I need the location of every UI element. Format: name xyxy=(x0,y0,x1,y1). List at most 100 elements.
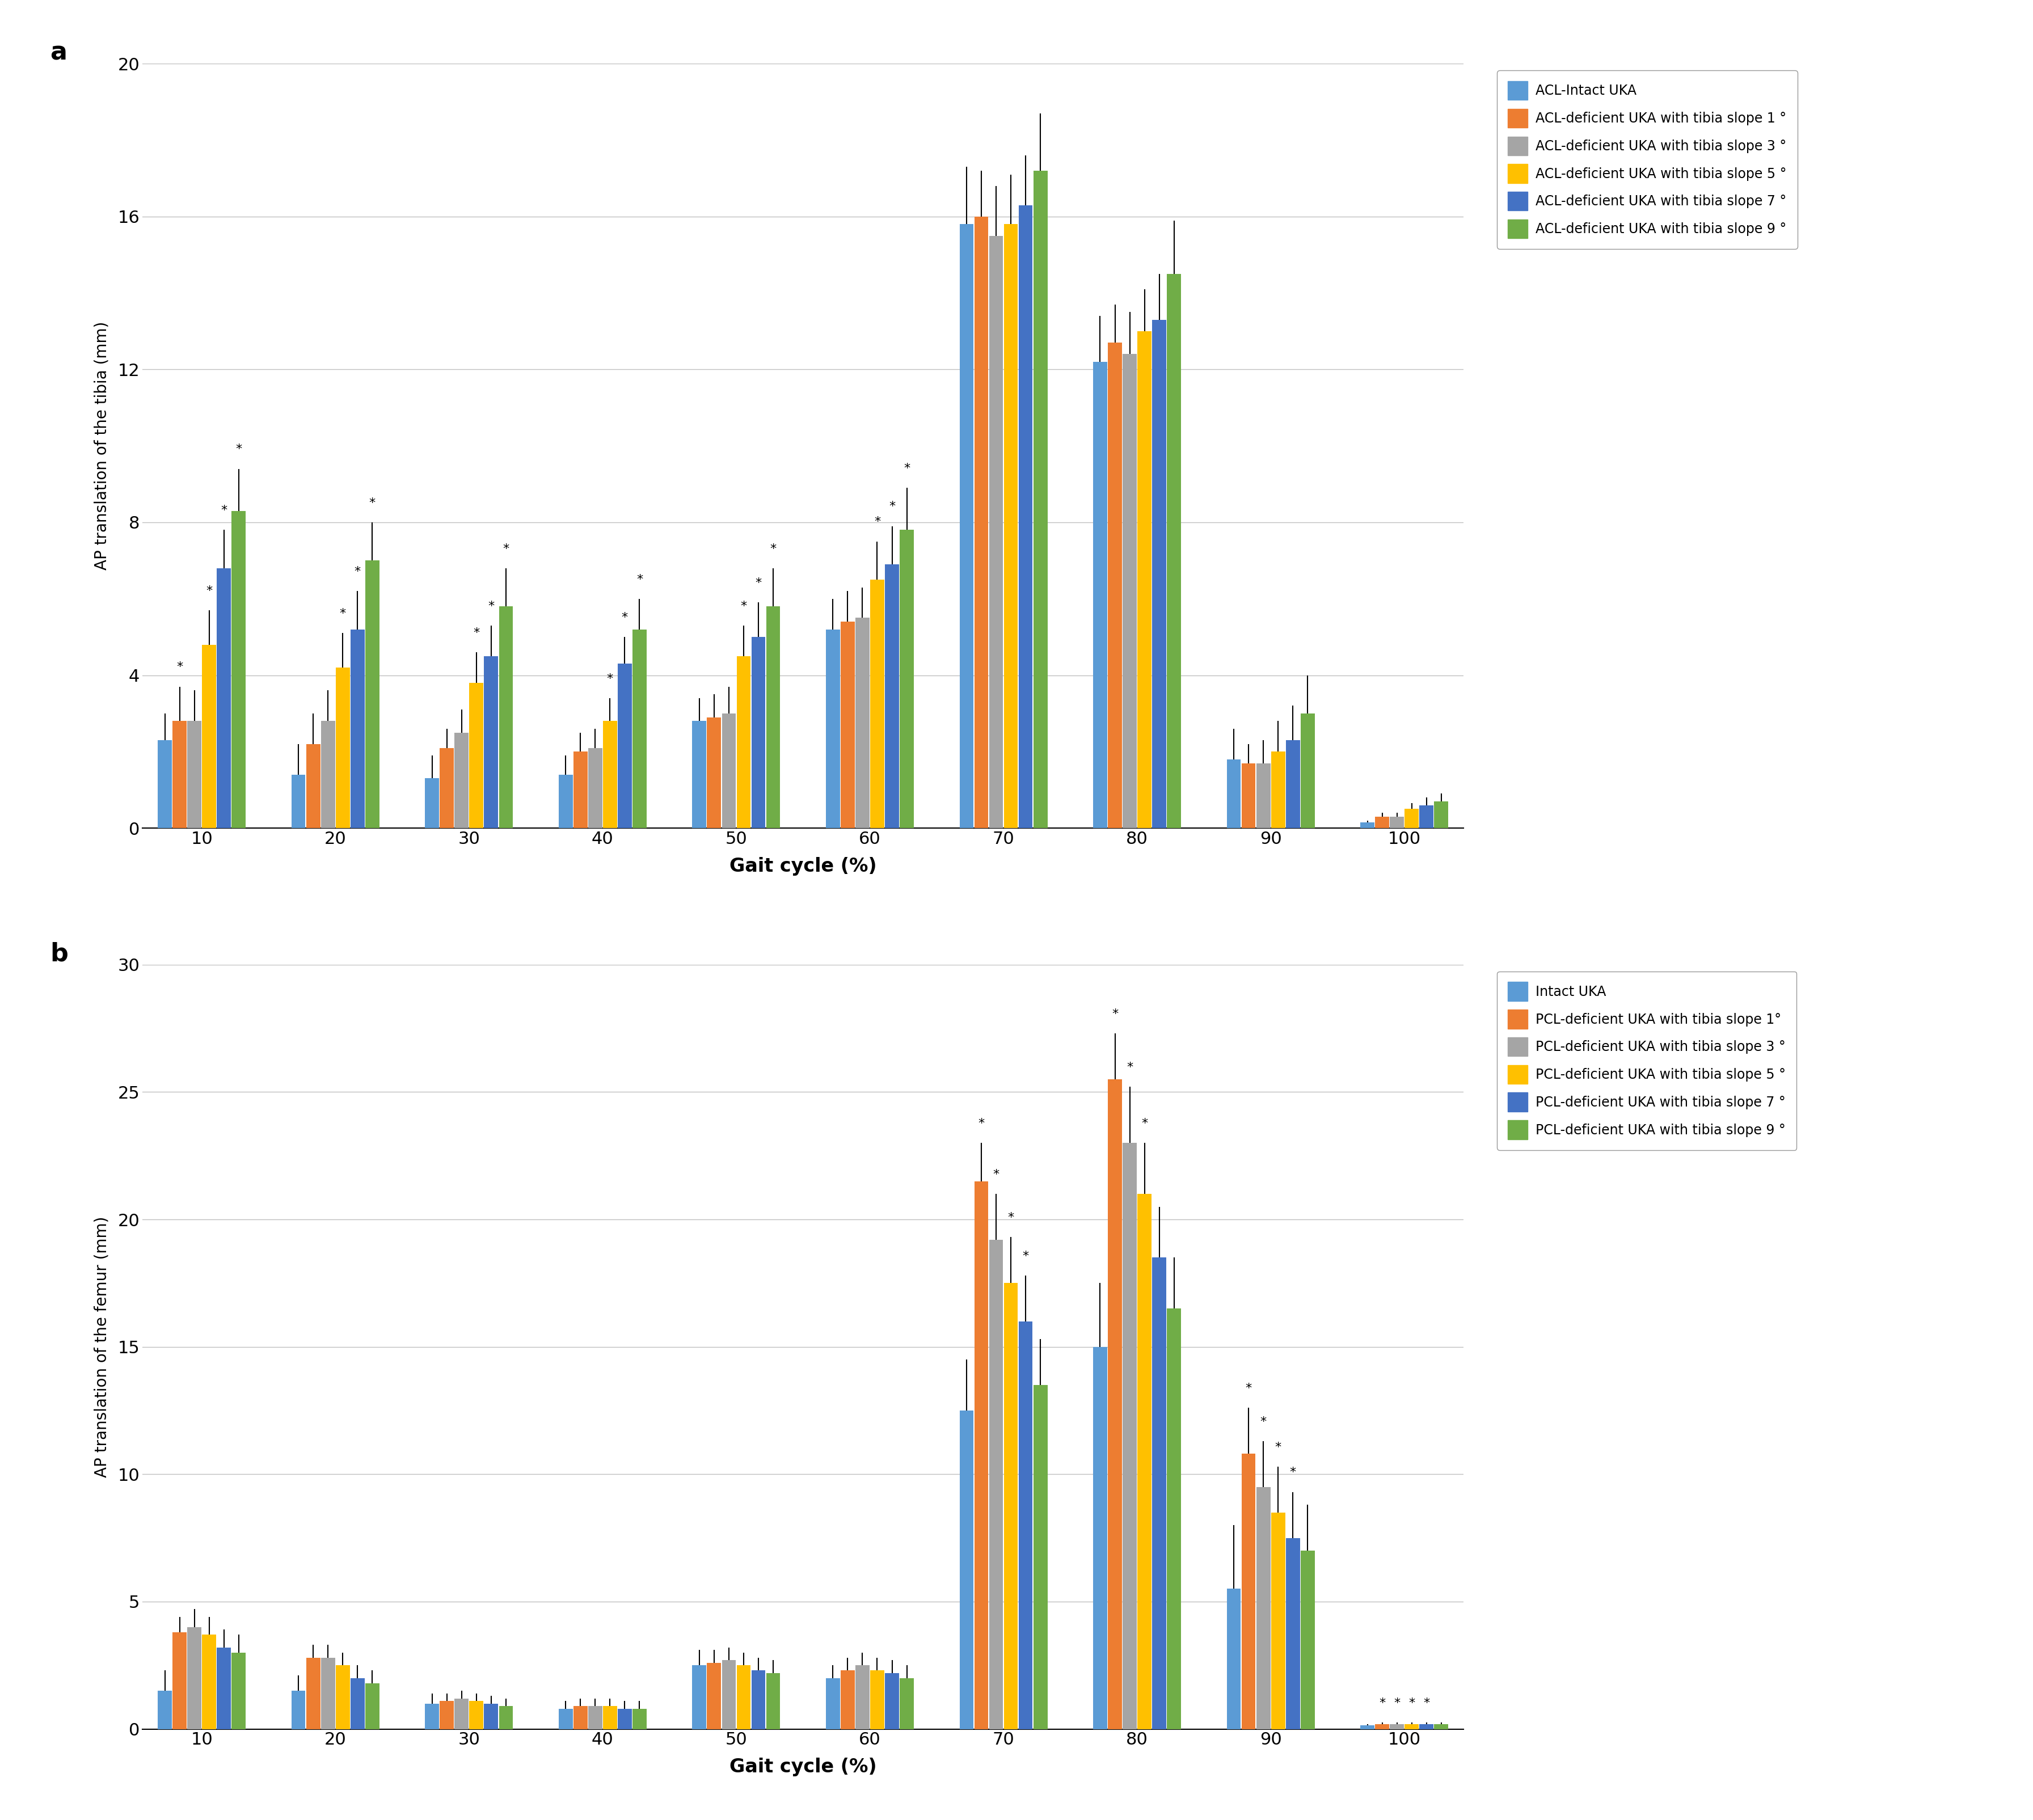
Bar xyxy=(870,579,884,828)
Bar xyxy=(439,748,453,828)
Bar xyxy=(960,1410,974,1729)
Text: *: * xyxy=(1378,1698,1384,1709)
Bar xyxy=(722,1660,736,1729)
Bar xyxy=(218,1647,232,1729)
Bar xyxy=(974,217,988,828)
Text: *: * xyxy=(1246,1383,1252,1394)
Bar xyxy=(1108,342,1122,828)
Text: *: * xyxy=(1289,1467,1297,1478)
Text: *: * xyxy=(236,444,242,455)
Bar xyxy=(1391,1724,1405,1729)
Bar xyxy=(1360,823,1374,828)
Bar xyxy=(1226,759,1240,828)
Bar xyxy=(1271,752,1285,828)
Text: *: * xyxy=(354,566,360,577)
Text: *: * xyxy=(1126,1061,1132,1074)
Text: *: * xyxy=(474,628,480,639)
Bar xyxy=(884,564,899,828)
Bar xyxy=(335,668,350,828)
Bar xyxy=(632,630,646,828)
Bar xyxy=(1122,1143,1136,1729)
Text: *: * xyxy=(903,462,911,475)
Bar xyxy=(498,606,512,828)
Text: *: * xyxy=(636,573,642,584)
Text: *: * xyxy=(1395,1698,1401,1709)
Bar xyxy=(752,1671,764,1729)
Bar xyxy=(307,744,321,828)
X-axis label: Gait cycle (%): Gait cycle (%) xyxy=(730,857,876,875)
Bar xyxy=(1122,355,1136,828)
Bar xyxy=(990,1239,1002,1729)
Bar xyxy=(604,721,616,828)
Bar xyxy=(321,1658,335,1729)
Text: *: * xyxy=(978,1117,984,1128)
Text: *: * xyxy=(370,497,376,508)
Bar xyxy=(173,1633,187,1729)
Bar xyxy=(1301,1551,1315,1729)
Bar xyxy=(455,732,470,828)
Bar xyxy=(291,775,305,828)
Text: *: * xyxy=(222,504,228,517)
Bar xyxy=(1242,763,1256,828)
Bar xyxy=(842,622,854,828)
Bar xyxy=(335,1665,350,1729)
Bar xyxy=(307,1658,321,1729)
Bar xyxy=(159,741,173,828)
Text: *: * xyxy=(340,608,346,619)
Bar xyxy=(707,1663,722,1729)
Bar xyxy=(1242,1454,1256,1729)
Legend: ACL-Intact UKA, ACL-deficient UKA with tibia slope 1 °, ACL-deficient UKA with t: ACL-Intact UKA, ACL-deficient UKA with t… xyxy=(1496,71,1797,249)
Bar xyxy=(693,721,705,828)
Bar xyxy=(1167,1309,1181,1729)
Bar xyxy=(1153,1258,1167,1729)
Bar xyxy=(707,717,722,828)
Bar xyxy=(350,630,364,828)
Bar xyxy=(1391,817,1405,828)
Bar xyxy=(573,752,588,828)
Bar xyxy=(856,1665,870,1729)
Text: *: * xyxy=(622,612,628,622)
Bar xyxy=(960,224,974,828)
Bar xyxy=(559,1709,573,1729)
Text: b: b xyxy=(51,941,67,966)
Text: *: * xyxy=(606,673,614,684)
Bar xyxy=(1004,224,1019,828)
Bar xyxy=(1285,741,1299,828)
Bar xyxy=(425,1704,439,1729)
Bar xyxy=(1271,1512,1285,1729)
Bar xyxy=(455,1698,470,1729)
Bar xyxy=(484,1704,498,1729)
Text: *: * xyxy=(177,662,183,673)
Bar xyxy=(187,1627,201,1729)
Bar xyxy=(1419,804,1433,828)
Text: *: * xyxy=(1008,1212,1014,1223)
Bar xyxy=(498,1705,512,1729)
Bar xyxy=(842,1671,854,1729)
Bar xyxy=(439,1702,453,1729)
Text: *: * xyxy=(754,577,762,590)
Bar xyxy=(1374,1724,1389,1729)
Bar xyxy=(484,655,498,828)
Bar xyxy=(722,713,736,828)
Bar xyxy=(693,1665,705,1729)
Bar xyxy=(884,1673,899,1729)
Text: *: * xyxy=(888,500,895,513)
Bar xyxy=(632,1709,646,1729)
Text: *: * xyxy=(1423,1698,1429,1709)
Bar xyxy=(1094,1347,1108,1729)
Bar xyxy=(201,644,215,828)
Bar xyxy=(1256,763,1271,828)
Bar xyxy=(559,775,573,828)
Bar xyxy=(736,1665,750,1729)
Bar xyxy=(766,606,781,828)
Bar xyxy=(1405,1724,1419,1729)
Bar xyxy=(1019,206,1033,828)
Bar xyxy=(1136,331,1151,828)
Bar xyxy=(232,1653,246,1729)
Bar xyxy=(588,1705,602,1729)
Text: *: * xyxy=(1023,1250,1029,1261)
Text: *: * xyxy=(874,517,880,528)
Text: *: * xyxy=(771,542,777,555)
Bar xyxy=(366,1684,380,1729)
Bar xyxy=(618,664,632,828)
